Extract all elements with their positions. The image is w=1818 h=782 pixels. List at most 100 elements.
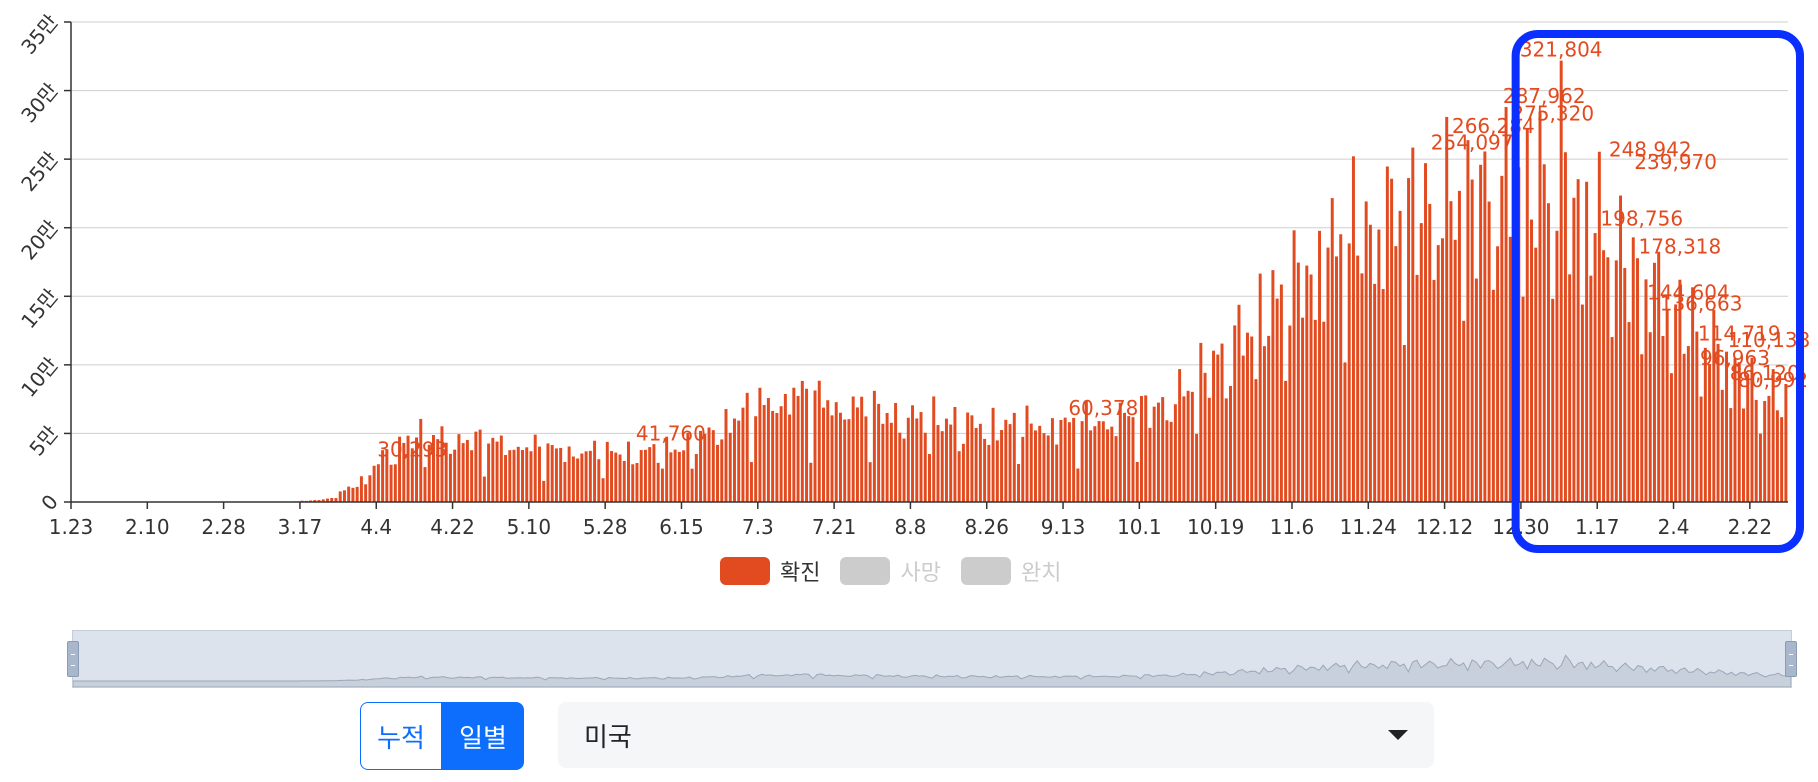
bar: [1008, 424, 1012, 502]
bar: [1394, 246, 1398, 502]
bar: [1758, 433, 1762, 502]
bar: [478, 429, 482, 502]
bar: [983, 438, 987, 502]
bar: [1483, 151, 1487, 502]
country-select[interactable]: 미국: [558, 702, 1434, 768]
legend-item-confirmed[interactable]: 확진: [720, 555, 820, 587]
bar: [1165, 420, 1169, 502]
bar: [1148, 427, 1152, 502]
data-label: 248,942: [1609, 138, 1692, 162]
bar: [1089, 430, 1093, 502]
bar: [1139, 395, 1143, 502]
bar: [1470, 179, 1474, 502]
bar: [1580, 304, 1584, 502]
x-tick-label: 9.13: [1041, 515, 1086, 539]
bar: [1131, 417, 1135, 502]
bar: [559, 447, 563, 502]
data-label: 321,804: [1520, 38, 1603, 62]
bar: [554, 448, 558, 502]
y-tick-label: 0: [36, 490, 63, 515]
bar: [461, 443, 465, 502]
x-tick-label: 1.23: [49, 515, 94, 539]
cumulative-button[interactable]: 누적: [360, 702, 442, 770]
bar: [1021, 436, 1025, 502]
x-tick-label: 5.10: [507, 515, 552, 539]
zoom-handle-left[interactable]: [67, 641, 79, 677]
x-tick-label: 4.22: [430, 515, 475, 539]
bar: [868, 462, 872, 502]
bar: [1152, 406, 1156, 502]
bar: [690, 468, 694, 502]
bar: [1156, 402, 1160, 502]
bar: [317, 500, 321, 502]
bar: [1135, 461, 1139, 502]
bar: [537, 446, 541, 502]
bar: [1542, 164, 1546, 502]
zoom-slider[interactable]: [67, 630, 1797, 688]
bar: [521, 450, 524, 502]
bar: [724, 409, 728, 502]
bar: [567, 446, 571, 502]
bar: [1767, 395, 1771, 502]
bar: [716, 444, 720, 502]
daily-button[interactable]: 일별: [442, 702, 524, 770]
bar: [1275, 298, 1279, 502]
bar: [788, 414, 792, 502]
legend-swatch-recovered: [960, 557, 1011, 585]
bar: [1699, 396, 1703, 502]
bar: [669, 452, 673, 502]
bar: [779, 406, 783, 502]
bar: [813, 390, 817, 502]
bar: [1631, 237, 1635, 503]
bar: [1466, 140, 1470, 502]
legend-item-deaths[interactable]: 사망: [840, 555, 941, 587]
bar: [1216, 354, 1220, 502]
bar: [1288, 325, 1292, 502]
country-select-value: 미국: [584, 722, 632, 753]
bar: [470, 450, 474, 502]
bar: [1695, 331, 1699, 502]
bar: [749, 462, 753, 502]
bar: [372, 465, 376, 502]
bar: [368, 475, 372, 502]
y-tick-label: 30만: [16, 78, 63, 127]
bar: [415, 437, 419, 502]
y-tick-label: 35만: [16, 10, 63, 59]
bar: [656, 462, 660, 502]
bar: [677, 451, 681, 502]
bar: [1674, 304, 1678, 502]
bar: [1407, 178, 1411, 502]
bar: [1462, 320, 1466, 502]
x-tick-label: 8.8: [895, 515, 927, 539]
bar: [673, 449, 677, 502]
bar: [758, 387, 762, 502]
data-label: 198,756: [1600, 206, 1683, 230]
bar: [961, 443, 965, 502]
bar: [720, 439, 724, 502]
bar: [805, 388, 809, 502]
bar: [1602, 250, 1606, 502]
bar: [436, 439, 440, 502]
zoom-handle-right[interactable]: [1785, 641, 1797, 677]
bar: [1636, 258, 1639, 502]
bar: [995, 440, 999, 502]
bar: [1305, 265, 1309, 502]
bar: [1042, 433, 1046, 502]
bar: [817, 380, 821, 502]
bar: [1419, 223, 1423, 503]
bar: [465, 439, 469, 502]
bar: [1657, 251, 1661, 502]
bar: [516, 446, 520, 502]
bar: [652, 444, 656, 502]
bar: [342, 490, 346, 502]
bar: [686, 432, 690, 502]
bar: [601, 478, 605, 502]
bar: [1712, 309, 1716, 502]
bar: [491, 437, 495, 502]
bar: [911, 405, 915, 502]
bar: [1178, 369, 1182, 502]
x-tick-label: 7.3: [742, 515, 774, 539]
legend-item-recovered[interactable]: 완치: [960, 555, 1061, 587]
bar: [1424, 163, 1428, 503]
